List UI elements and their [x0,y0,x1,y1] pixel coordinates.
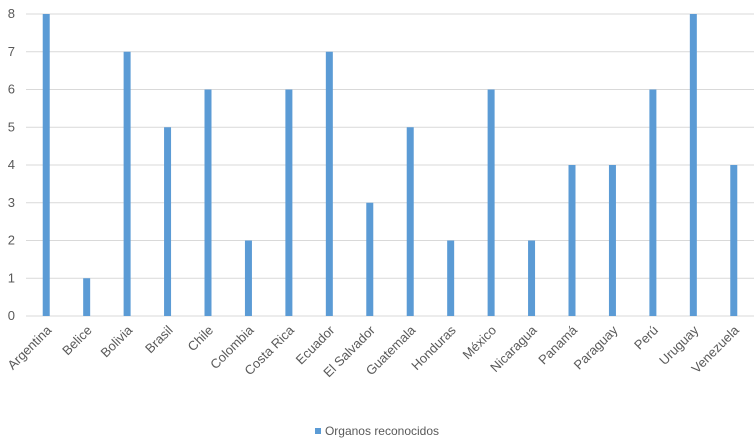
bar-perú [649,89,657,316]
y-tick-label: 3 [8,195,15,210]
bar-el-salvador [366,202,374,316]
y-tick-label: 8 [8,6,15,21]
bar-venezuela [730,165,738,316]
bar-uruguay [689,14,697,316]
bar-chile [204,89,212,316]
bar-costa-rica [285,89,293,316]
y-tick-label: 6 [8,82,15,97]
x-tick-label: Chile [185,323,217,355]
x-axis-tick-labels: Argentina Belice Bolivia Brasil ChileColombi… [4,322,742,380]
bar-honduras [447,240,455,316]
bar-paraguay [608,165,616,316]
bar-bolivia [123,51,131,316]
bar-panamá [568,165,576,316]
bar-méxico [487,89,495,316]
x-tick-label: Belice [59,323,95,359]
bars [42,14,738,316]
y-tick-label: 1 [8,270,15,285]
legend-swatch [314,427,321,434]
y-tick-label: 5 [8,119,15,134]
y-tick-label: 0 [8,308,15,323]
x-tick-label: Bolivia [98,322,136,360]
y-tick-label: 4 [8,157,15,172]
bar-colombia [244,240,252,316]
x-tick-label: Paraguay [571,322,621,372]
bar-argentina [42,14,50,316]
legend: Organos reconocidos [0,423,754,438]
bar-ecuador [325,51,333,316]
bar-nicaragua [528,240,536,316]
x-tick-label: Honduras [408,322,459,373]
bar-belice [83,278,91,316]
gridlines [26,13,754,317]
x-tick-label: Perú [631,323,661,353]
x-tick-label: Brasil [142,322,176,356]
y-tick-label: 7 [8,44,15,59]
bar-guatemala [406,127,414,316]
y-tick-label: 2 [8,233,15,248]
x-tick-label: Argentina [4,322,55,373]
x-tick-label: México [460,323,500,363]
legend-label: Organos reconocidos [324,423,440,438]
bar-brasil [164,127,172,316]
y-axis-tick-labels: 0 1 2 3 4 5 6 7 8 [8,6,15,323]
